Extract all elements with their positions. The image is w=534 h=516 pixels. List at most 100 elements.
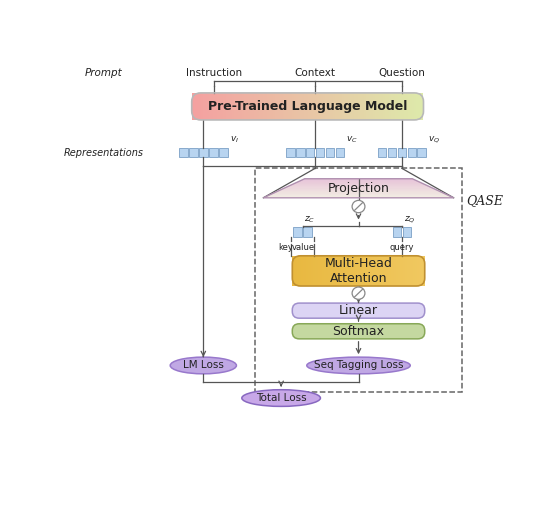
Bar bbox=[377, 93, 379, 120]
Bar bbox=[379, 256, 380, 286]
Bar bbox=[400, 256, 402, 286]
Bar bbox=[373, 256, 374, 286]
Bar bbox=[269, 93, 271, 120]
Bar bbox=[339, 256, 340, 286]
Bar bbox=[415, 256, 416, 286]
Bar bbox=[352, 256, 353, 286]
Bar bbox=[308, 256, 309, 286]
Bar bbox=[423, 256, 425, 286]
Bar bbox=[351, 256, 352, 286]
Bar bbox=[371, 93, 373, 120]
Bar bbox=[375, 93, 377, 120]
Bar bbox=[327, 93, 329, 120]
Bar bbox=[382, 256, 383, 286]
Bar bbox=[361, 256, 362, 286]
Bar bbox=[398, 93, 400, 120]
Bar bbox=[298, 256, 299, 286]
Bar bbox=[376, 256, 378, 286]
Text: Projection: Projection bbox=[327, 182, 389, 195]
Bar bbox=[396, 93, 398, 120]
Bar bbox=[412, 93, 414, 120]
Bar bbox=[371, 256, 372, 286]
Bar bbox=[350, 256, 351, 286]
Bar bbox=[378, 148, 387, 157]
Bar bbox=[397, 256, 398, 286]
Bar bbox=[370, 256, 371, 286]
Bar bbox=[359, 256, 361, 286]
Bar bbox=[388, 148, 396, 157]
Bar bbox=[244, 93, 246, 120]
Bar bbox=[383, 93, 385, 120]
Bar bbox=[407, 256, 408, 286]
Bar bbox=[348, 93, 350, 120]
Bar bbox=[315, 256, 316, 286]
Text: Instruction: Instruction bbox=[186, 68, 242, 78]
Bar bbox=[381, 93, 383, 120]
Bar bbox=[221, 93, 223, 120]
Bar bbox=[358, 93, 360, 120]
Bar bbox=[267, 93, 269, 120]
Bar bbox=[398, 256, 399, 286]
Bar bbox=[407, 148, 416, 157]
Bar bbox=[366, 256, 367, 286]
Bar bbox=[372, 256, 373, 286]
Bar bbox=[333, 93, 335, 120]
Bar bbox=[421, 93, 423, 120]
Bar bbox=[311, 93, 313, 120]
Bar bbox=[342, 93, 344, 120]
Bar bbox=[334, 256, 335, 286]
Bar bbox=[392, 93, 395, 120]
Bar bbox=[378, 256, 379, 286]
Bar bbox=[260, 93, 261, 120]
Bar bbox=[383, 256, 384, 286]
Bar bbox=[381, 256, 382, 286]
Bar bbox=[419, 256, 420, 286]
Bar bbox=[248, 93, 250, 120]
Bar bbox=[286, 93, 288, 120]
Bar bbox=[257, 93, 260, 120]
Text: $z_C$: $z_C$ bbox=[304, 215, 316, 225]
Bar bbox=[412, 256, 413, 286]
Bar bbox=[323, 93, 325, 120]
Text: Softmax: Softmax bbox=[333, 325, 384, 338]
Bar bbox=[335, 93, 336, 120]
Bar bbox=[242, 93, 244, 120]
Circle shape bbox=[352, 200, 365, 213]
Bar bbox=[404, 256, 405, 286]
Bar bbox=[298, 93, 300, 120]
Bar bbox=[355, 256, 356, 286]
Bar bbox=[420, 93, 421, 120]
Bar bbox=[200, 93, 201, 120]
Bar bbox=[406, 256, 407, 286]
Bar bbox=[414, 93, 416, 120]
Bar bbox=[223, 93, 225, 120]
Bar bbox=[413, 256, 414, 286]
Bar bbox=[230, 93, 232, 120]
Bar bbox=[418, 256, 419, 286]
Bar bbox=[311, 256, 312, 286]
Bar bbox=[273, 93, 275, 120]
Bar bbox=[336, 256, 337, 286]
Text: Representations: Representations bbox=[64, 148, 144, 157]
Bar bbox=[320, 256, 321, 286]
Bar bbox=[326, 148, 334, 157]
Bar bbox=[219, 93, 221, 120]
Bar bbox=[296, 148, 304, 157]
Text: Multi-Head
Attention: Multi-Head Attention bbox=[325, 257, 392, 285]
Bar bbox=[368, 256, 370, 286]
Bar bbox=[288, 93, 290, 120]
Bar bbox=[255, 93, 257, 120]
Bar bbox=[179, 148, 188, 157]
Bar bbox=[379, 93, 381, 120]
Bar bbox=[363, 256, 364, 286]
Bar bbox=[364, 256, 365, 286]
Bar bbox=[341, 256, 342, 286]
Bar bbox=[395, 256, 396, 286]
Bar bbox=[408, 256, 409, 286]
Bar bbox=[323, 256, 324, 286]
Bar bbox=[416, 256, 417, 286]
Bar bbox=[203, 93, 205, 120]
Text: $v_I$: $v_I$ bbox=[230, 135, 239, 146]
Bar bbox=[290, 93, 292, 120]
Bar bbox=[330, 256, 331, 286]
